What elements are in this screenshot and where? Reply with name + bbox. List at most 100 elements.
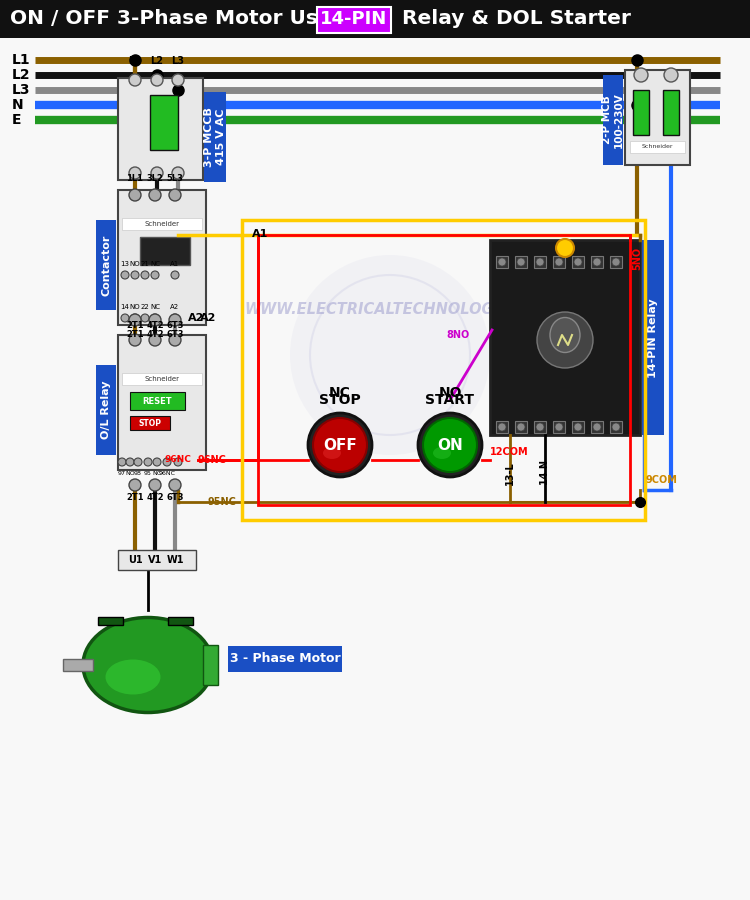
Text: 14 N: 14 N [540,460,550,485]
Text: V1: V1 [148,555,162,565]
Circle shape [129,74,141,86]
Bar [168,617,193,625]
Bar [534,256,546,268]
Circle shape [153,458,161,466]
Text: ON: ON [437,437,463,453]
Bar [118,335,206,470]
Circle shape [144,458,152,466]
Circle shape [131,314,139,322]
Circle shape [126,458,134,466]
Ellipse shape [550,318,580,353]
Circle shape [498,258,506,266]
Circle shape [537,312,593,368]
Text: NC: NC [329,386,351,400]
Text: W1: W1 [166,555,184,565]
Circle shape [118,458,126,466]
Text: 6T3: 6T3 [166,330,184,339]
Bar [204,92,226,182]
Text: NO: NO [130,304,140,310]
Bar [663,90,679,135]
Text: 4T2: 4T2 [146,493,164,502]
Text: Schneider: Schneider [145,221,179,227]
Bar [515,256,527,268]
Text: 1L1: 1L1 [127,174,143,183]
Bar [258,235,630,505]
Circle shape [290,255,490,455]
Ellipse shape [106,660,160,695]
Circle shape [174,458,182,466]
Text: 6T3: 6T3 [166,321,184,330]
Text: RESET: RESET [142,397,172,406]
Circle shape [151,167,163,179]
Text: Schneider: Schneider [641,145,673,149]
Circle shape [172,167,184,179]
Text: OFF: OFF [323,437,357,453]
Circle shape [129,189,141,201]
Circle shape [536,258,544,266]
Bar [118,550,196,570]
Circle shape [169,314,181,326]
Text: 22: 22 [141,304,149,310]
Bar [630,141,685,153]
Text: 96NC: 96NC [197,455,226,465]
Text: 9COM: 9COM [646,475,678,485]
Text: 98: 98 [134,471,142,476]
Text: NO: NO [125,471,135,476]
Bar [496,421,508,433]
Circle shape [517,423,525,431]
Circle shape [163,458,171,466]
Text: L3: L3 [12,83,31,97]
Circle shape [556,239,574,257]
Circle shape [121,314,129,322]
Bar [572,256,584,268]
Text: STOP: STOP [139,418,161,427]
Bar [130,416,170,430]
Ellipse shape [83,617,213,713]
Bar [610,421,622,433]
Text: Contactor: Contactor [101,234,111,296]
Text: A1: A1 [170,261,180,267]
Circle shape [151,271,159,279]
Bar [553,256,565,268]
Text: Relay & DOL Starter: Relay & DOL Starter [395,10,631,29]
Circle shape [149,314,161,326]
Text: 3-P MCCB
415 V AC: 3-P MCCB 415 V AC [204,107,226,166]
Bar [96,220,116,310]
Text: NC: NC [152,471,161,476]
Text: L1: L1 [12,53,31,67]
Bar [98,617,123,625]
Circle shape [517,258,525,266]
Circle shape [498,423,506,431]
Bar [122,218,202,230]
Text: 3L2: 3L2 [146,174,164,183]
Text: 5NO: 5NO [632,247,642,270]
Text: 6T3: 6T3 [166,493,184,502]
Text: ON / OFF 3-Phase Motor Using: ON / OFF 3-Phase Motor Using [10,10,361,29]
Text: 13-L: 13-L [505,461,515,485]
Circle shape [593,423,601,431]
Circle shape [129,334,141,346]
Text: 95: 95 [144,471,152,476]
Circle shape [593,258,601,266]
Text: 96NC: 96NC [158,471,176,476]
Text: 95NC: 95NC [207,497,236,507]
Bar [633,90,649,135]
Text: 5L3: 5L3 [166,174,184,183]
Circle shape [149,479,161,491]
Text: E: E [12,113,22,127]
Bar [553,421,565,433]
Text: 4T2: 4T2 [146,330,164,339]
Circle shape [664,68,678,82]
Circle shape [169,189,181,201]
Text: 2T1: 2T1 [126,493,144,502]
Circle shape [151,74,163,86]
Circle shape [141,271,149,279]
FancyBboxPatch shape [228,646,342,672]
Text: L2: L2 [12,68,31,82]
Text: 14-PIN Relay: 14-PIN Relay [648,298,658,378]
Bar [130,392,185,410]
Circle shape [574,423,582,431]
Bar [242,220,645,520]
Text: 21: 21 [140,261,149,267]
Circle shape [169,479,181,491]
